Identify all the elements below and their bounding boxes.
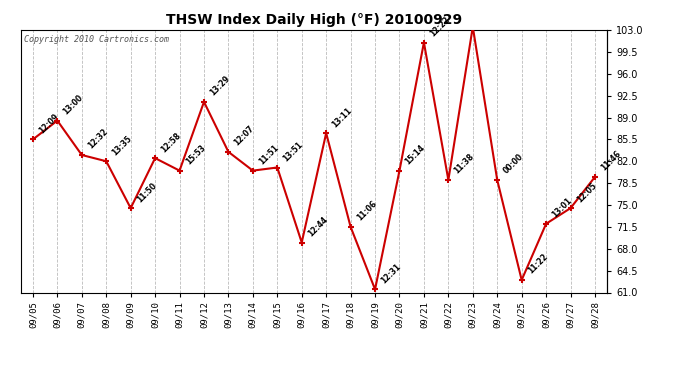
Title: THSW Index Daily High (°F) 20100929: THSW Index Daily High (°F) 20100929 [166,13,462,27]
Text: 13:35: 13:35 [110,134,134,157]
Text: Copyright 2010 Cartronics.com: Copyright 2010 Cartronics.com [23,35,168,44]
Text: 12:58: 12:58 [159,130,183,154]
Text: 11:38: 11:38 [453,152,476,176]
Text: 12:09: 12:09 [37,112,61,135]
Text: 11:22: 11:22 [526,252,549,276]
Text: 11:50: 11:50 [135,181,158,204]
Text: 13:29: 13:29 [208,74,232,98]
Text: 15:53: 15:53 [184,143,207,166]
Text: 12:44: 12:44 [306,215,329,238]
Text: 13:00: 13:00 [61,93,85,117]
Text: 11:51: 11:51 [257,143,280,166]
Text: 12:05: 12:05 [575,181,598,204]
Text: 13:51: 13:51 [282,140,305,164]
Text: 12:07: 12:07 [233,124,256,148]
Text: 13:15: 13:15 [0,374,1,375]
Text: 11:46: 11:46 [599,149,622,173]
Text: 11:06: 11:06 [355,199,378,223]
Text: 00:00: 00:00 [502,152,525,176]
Text: 15:14: 15:14 [404,143,427,166]
Text: 12:32: 12:32 [86,128,110,151]
Text: 13:01: 13:01 [550,196,573,220]
Text: 12:22: 12:22 [428,15,451,38]
Text: 13:11: 13:11 [331,105,354,129]
Text: 12:31: 12:31 [380,262,403,285]
